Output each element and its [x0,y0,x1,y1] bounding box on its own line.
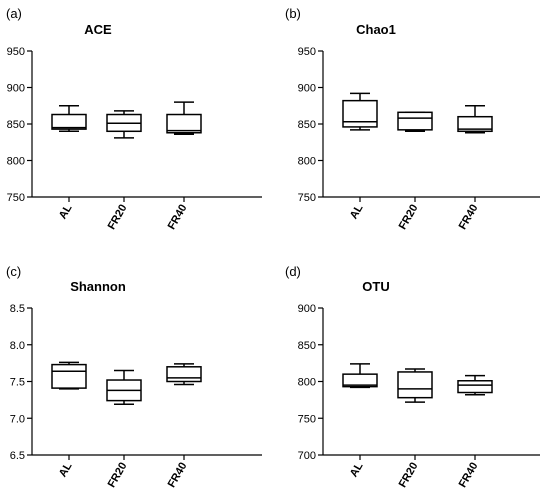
chart-panel-2: (b) Chao1 750 800 850 900 950 AL FR20 FR40 [285,6,540,232]
x-tick-label: FR20 [106,461,130,490]
y-tick-label: 8.0 [10,340,25,352]
box-fr20 [106,110,142,139]
iqr-box [342,99,378,128]
x-tick-label: FR40 [166,203,190,232]
y-tick-label: 800 [7,156,25,168]
box-fr20 [397,111,433,133]
y-tick-label: 7.0 [10,413,25,425]
box-fr40 [166,363,202,386]
box-fr40 [457,374,493,396]
iqr-box [342,373,378,388]
y-tick-label: 850 [7,119,25,131]
chart-panel-1: (a) ACE 750 800 850 900 950 AL FR20 FR40 [6,6,262,232]
iqr-box [397,371,433,399]
box-al [342,363,378,389]
chart-title: Shannon [70,279,126,294]
box-al [342,92,378,131]
x-tick-label: FR20 [397,461,421,490]
x-tick-label: AL [348,202,366,221]
box-fr40 [166,101,202,135]
x-tick-label: AL [57,460,75,479]
y-tick-label: 900 [298,83,316,95]
iqr-box [166,113,202,134]
box-al [51,105,87,133]
y-tick-label: 850 [298,340,316,352]
y-tick-label: 700 [298,450,316,462]
x-tick-label: FR40 [166,461,190,490]
x-tick-label: FR20 [397,203,421,232]
y-tick-label: 6.5 [10,450,25,462]
chart-panel-3: (c) Shannon 6.5 7.0 7.5 8.0 8.5 AL FR20 FR40 [6,264,262,490]
iqr-box [51,363,87,389]
panel-label: (a) [6,6,22,21]
x-tick-label: AL [57,202,75,221]
y-tick-label: 750 [7,192,25,204]
box-al [51,361,87,390]
iqr-box [51,113,87,130]
y-tick-label: 750 [298,413,316,425]
box-fr20 [106,369,142,406]
y-tick-label: 950 [7,46,25,58]
y-tick-label: 850 [298,119,316,131]
y-tick-label: 8.5 [10,303,25,315]
iqr-box [457,115,493,133]
y-tick-label: 750 [298,192,316,204]
x-tick-label: FR20 [106,203,130,232]
panel-label: (d) [285,264,301,279]
chart-panel-4: (d) OTU 700 750 800 850 900 AL FR20 FR40 [285,264,540,490]
iqr-box [166,366,202,383]
y-tick-label: 900 [298,303,316,315]
y-tick-label: 800 [298,156,316,168]
x-tick-label: FR40 [457,461,481,490]
panel-label: (b) [285,6,301,21]
chart-title: ACE [84,22,112,37]
chart-title: OTU [362,279,389,294]
y-tick-label: 7.5 [10,377,25,389]
iqr-box [457,380,493,394]
x-tick-label: FR40 [457,203,481,232]
y-tick-label: 950 [298,46,316,58]
y-tick-label: 800 [298,377,316,389]
iqr-box [397,111,433,131]
panel-label: (c) [6,264,21,279]
y-tick-label: 900 [7,83,25,95]
x-tick-label: AL [348,460,366,479]
box-fr40 [457,105,493,134]
chart-title: Chao1 [356,22,396,37]
box-fr20 [397,368,433,403]
